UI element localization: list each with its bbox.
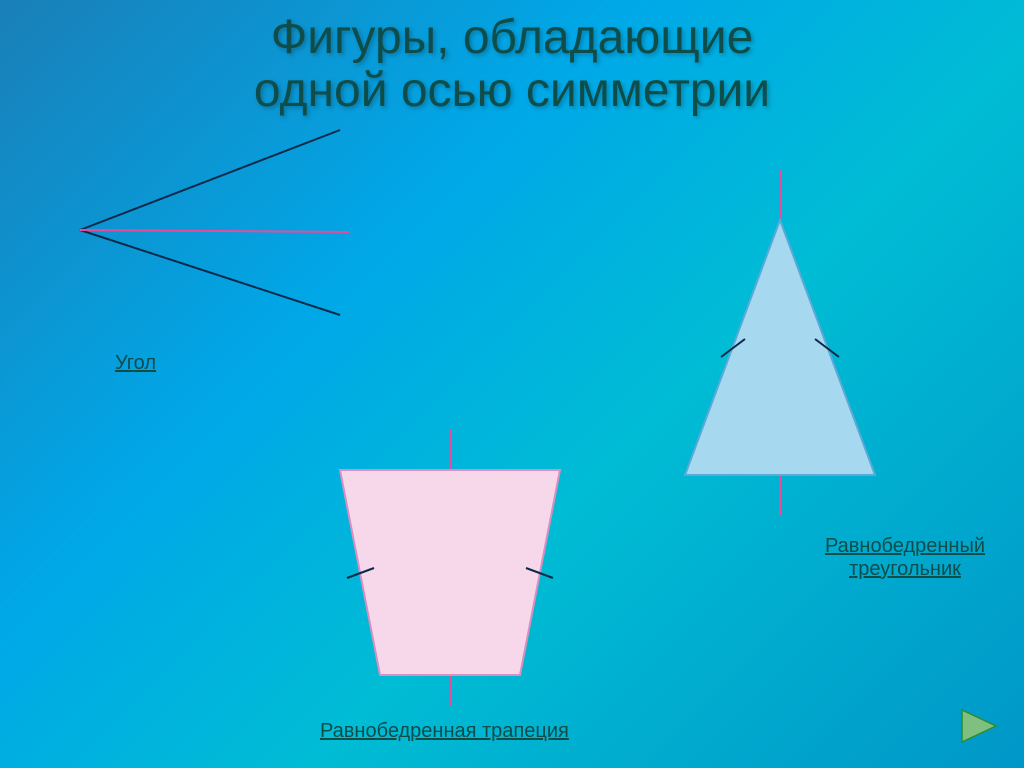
trapezoid-label: Равнобедренная трапеция	[320, 720, 569, 743]
triangle-label-line-1: Равнобедренный	[825, 535, 985, 557]
next-button[interactable]	[956, 706, 1002, 746]
play-icon	[962, 710, 996, 742]
trapezoid-shape	[340, 470, 560, 675]
angle-figure	[40, 0, 400, 370]
triangle-label-line-2: треугольник	[849, 558, 961, 580]
angle-ray-1	[80, 130, 340, 230]
triangle-figure	[665, 185, 905, 545]
angle-bisector	[80, 230, 350, 232]
triangle-label: Равнобедренный треугольник	[805, 535, 1005, 581]
angle-label: Угол	[115, 352, 156, 375]
slide: Фигуры, обладающие одной осью симметрии …	[0, 0, 1024, 768]
angle-ray-2	[80, 230, 340, 315]
trapezoid-figure	[280, 450, 620, 730]
triangle-shape	[685, 220, 875, 475]
